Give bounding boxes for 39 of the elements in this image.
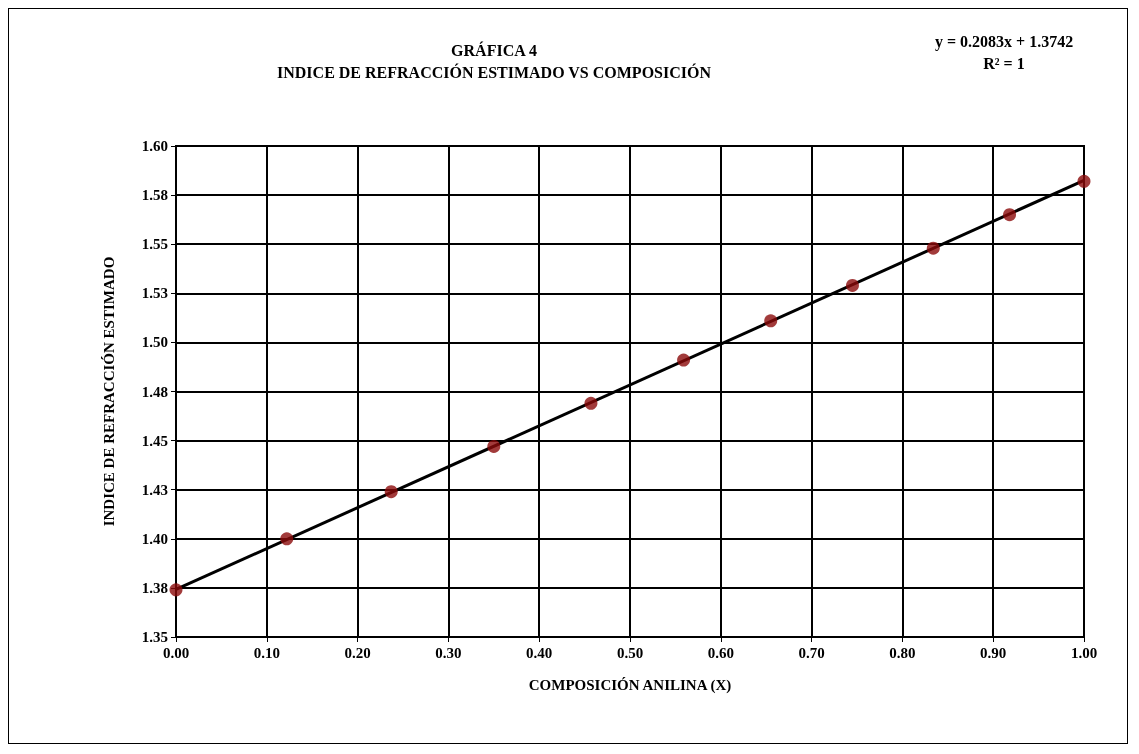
y-tick-label: 1.38: [141, 579, 168, 596]
y-tick-label: 1.50: [141, 334, 168, 351]
y-tick-label: 1.43: [141, 481, 168, 498]
y-tick-label: 1.45: [141, 432, 168, 449]
point: [845, 278, 859, 292]
y-tick-label: 1.58: [141, 187, 168, 204]
point: [677, 353, 691, 367]
point: [584, 396, 598, 410]
y-tick-label: 1.55: [141, 236, 168, 253]
x-tick-label: 0.20: [344, 644, 371, 661]
x-tick-label: 0.60: [707, 644, 734, 661]
x-tick-label: 0.10: [253, 644, 280, 661]
y-tick-label: 1.35: [141, 629, 168, 645]
point: [487, 440, 501, 453]
x-tick-label: 0.90: [980, 644, 1007, 661]
x-tick-label: 0.30: [435, 644, 462, 661]
point: [764, 314, 778, 328]
point: [384, 485, 398, 499]
x-tick-label: 0.40: [526, 644, 553, 661]
x-tick-label: 0.00: [162, 644, 190, 661]
x-tick-label: 0.50: [616, 644, 644, 661]
x-tick-label: 0.70: [798, 644, 825, 661]
x-axis-title: COMPOSICIÓN ANILINA (X): [528, 676, 732, 694]
text: R² = 1: [983, 54, 1025, 72]
point: [1003, 208, 1017, 222]
x-tick-label: 1.00: [1070, 644, 1098, 661]
point: [280, 532, 294, 546]
y-tick-label: 1.53: [141, 285, 168, 302]
point: [169, 583, 183, 597]
x-tick-label: 0.80: [889, 644, 916, 661]
chart-subtitle: INDICE DE REFRACCIÓN ESTIMADO VS COMPOSICIÓN: [277, 62, 712, 81]
point: [926, 241, 940, 255]
y-tick-label: 1.60: [141, 138, 168, 154]
point: [1077, 174, 1091, 188]
y-tick-label: 1.48: [141, 383, 168, 400]
y-tick-label: 1.40: [141, 530, 168, 547]
text: y = 0.2083x + 1.3742: [934, 32, 1074, 51]
chart-title: GRÁFICA 4: [451, 40, 537, 59]
y-axis-title: INDICE DE REFRACCIÓN ESTIMADO: [100, 256, 117, 527]
